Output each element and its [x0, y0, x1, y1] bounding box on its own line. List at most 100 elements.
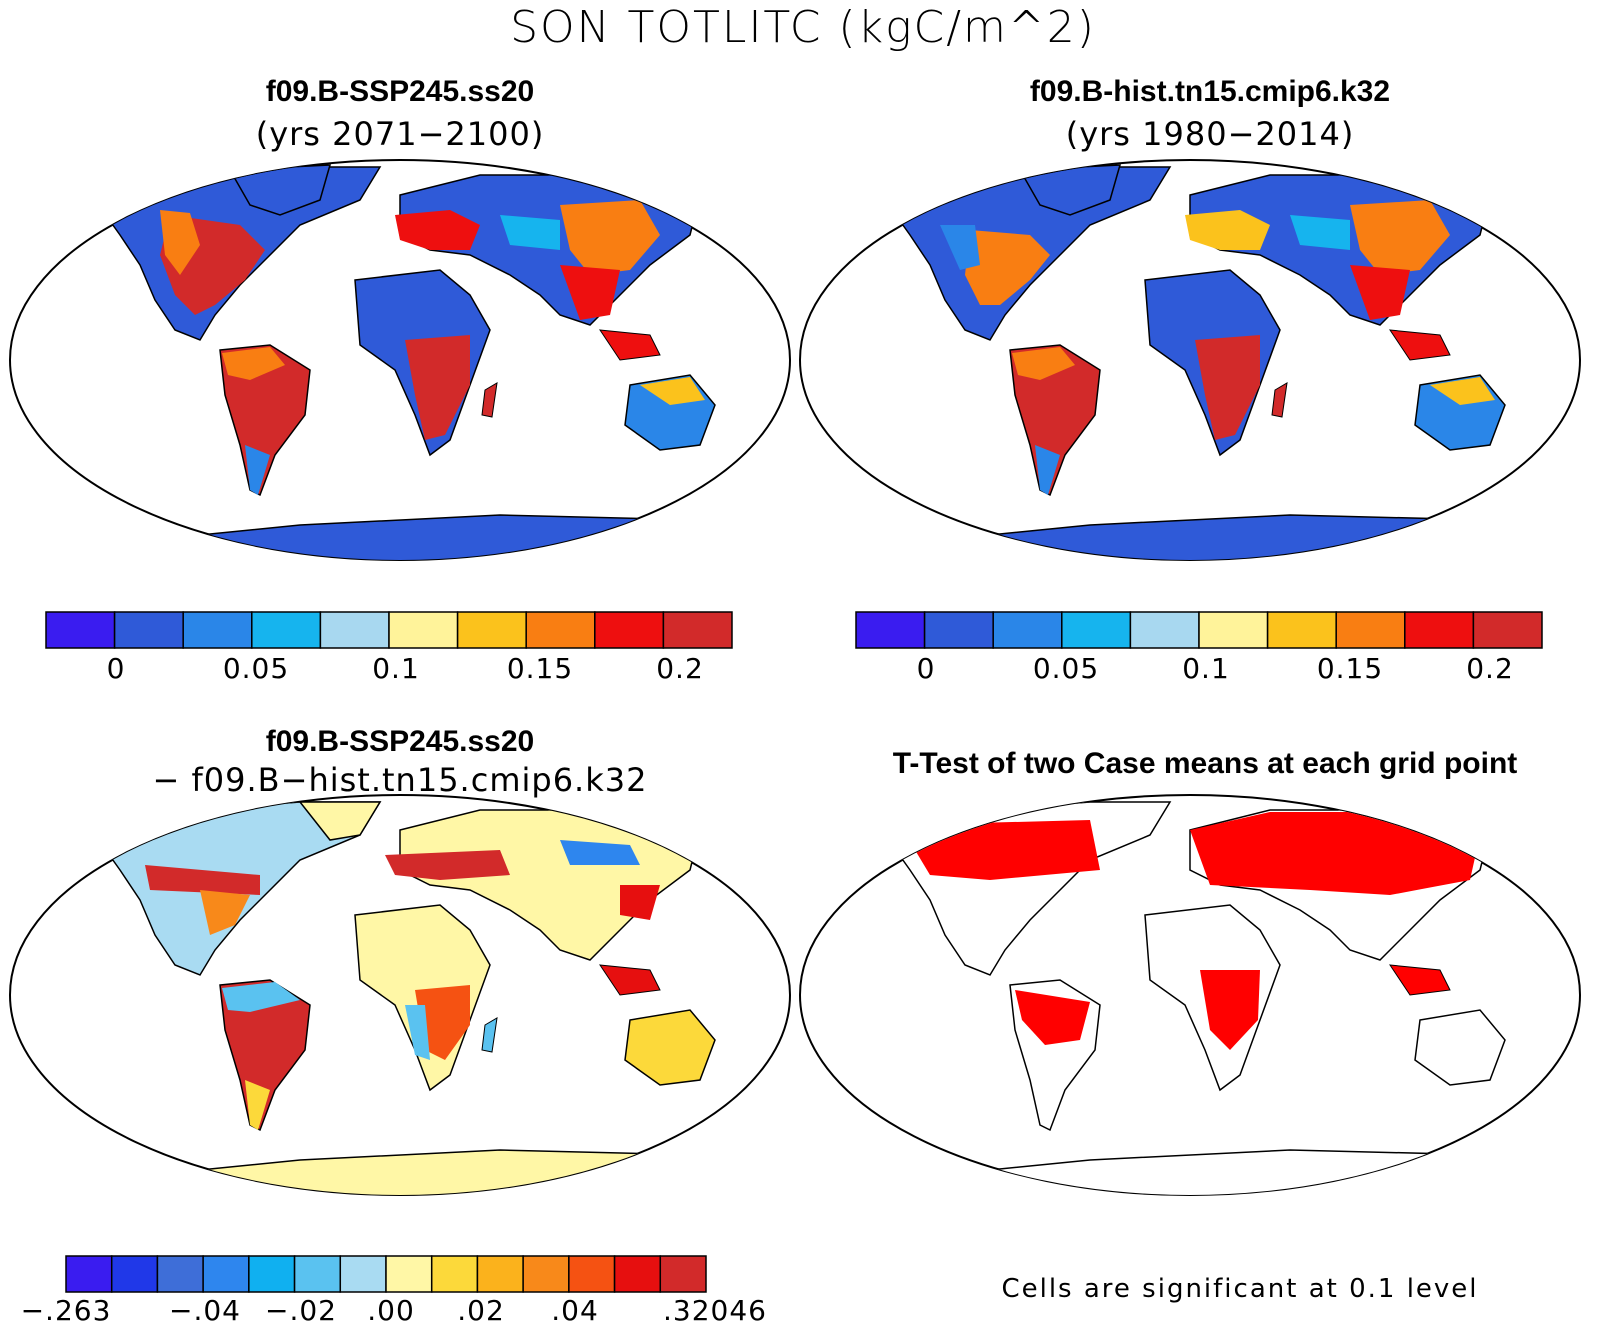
colorbar-swatch	[1335, 611, 1406, 649]
aus-north	[1430, 377, 1495, 405]
colorbar-swatch	[855, 611, 926, 649]
colorbar-swatch	[923, 611, 994, 649]
map-top-right	[799, 159, 1581, 561]
sa-south	[245, 445, 270, 495]
asia-south	[560, 265, 620, 320]
europe	[395, 210, 480, 250]
se-asia	[598, 964, 661, 996]
colorbar-swatch	[182, 611, 253, 649]
sa-north	[1012, 347, 1075, 380]
colorbar-swatch	[525, 611, 596, 649]
colorbar-swatch	[1061, 611, 1132, 649]
cb-tl-label: 0.15	[506, 652, 574, 685]
greenland	[298, 801, 382, 841]
south-america	[219, 979, 311, 1132]
asia-east-red	[620, 885, 660, 920]
aus-north	[640, 377, 705, 405]
colorbar-swatch	[248, 1255, 296, 1293]
panel-bl-title: f09.B-SSP245.ss20	[265, 725, 535, 758]
colorbar-swatch	[65, 1255, 113, 1293]
africa-significant	[1200, 970, 1260, 1050]
africa-central	[405, 335, 470, 440]
madagascar	[481, 1017, 498, 1053]
se-asia	[598, 329, 661, 361]
colorbar-swatch	[45, 611, 116, 649]
colorbar-swatch	[613, 1255, 662, 1293]
colorbar-swatch	[659, 1255, 707, 1293]
cb-tr-label: 0.1	[1182, 652, 1230, 685]
se-asia	[1388, 964, 1451, 996]
colorbar-swatch	[476, 1255, 524, 1293]
panel-tr-title: f09.B-hist.tn15.cmip6.k32	[1029, 75, 1391, 108]
panel-tl-subtitle: (yrs 2071−2100)	[255, 115, 545, 153]
europe	[1185, 210, 1270, 250]
colorbar-swatch	[594, 611, 665, 649]
colorbar-swatch	[385, 1255, 433, 1293]
map-bottom-right	[799, 794, 1581, 1196]
colorbar-swatch	[1129, 611, 1200, 649]
na-west	[940, 225, 980, 270]
greenland	[228, 164, 332, 216]
cb-diff-label: −.263	[20, 1294, 112, 1327]
panel-br-title: T-Test of two Case means at each grid po…	[892, 747, 1518, 780]
colorbar-swatch	[568, 1255, 616, 1293]
cb-diff-label: .02	[457, 1294, 505, 1327]
europe-band	[385, 850, 510, 880]
madagascar	[481, 382, 498, 418]
cb-diff-label: −.04	[169, 1294, 241, 1327]
na-east	[200, 890, 250, 935]
australia	[624, 1009, 716, 1086]
asia-east	[560, 200, 660, 275]
cb-tr-label: 0.05	[1032, 652, 1100, 685]
cb-diff-label: .00	[367, 1294, 415, 1327]
colorbar-swatch	[319, 611, 390, 649]
colorbar-swatch	[339, 1255, 387, 1293]
colorbar-swatch	[1198, 611, 1269, 649]
africa-west	[405, 1005, 430, 1060]
cb-tr-label: 0.15	[1316, 652, 1384, 685]
panel-tl-title: f09.B-SSP245.ss20	[265, 75, 535, 108]
colorbar-swatch	[456, 611, 527, 649]
madagascar	[1271, 382, 1288, 418]
asia-east	[1350, 200, 1450, 275]
na-band	[145, 865, 260, 895]
colorbar-swatch	[388, 611, 459, 649]
colorbar-swatch	[662, 611, 733, 649]
colorbar-swatch	[522, 1255, 570, 1293]
cb-tl-label: 0.05	[222, 652, 290, 685]
cb-diff-label: −.02	[265, 1294, 337, 1327]
greenland	[1018, 164, 1122, 216]
cb-tr-label: 0.2	[1466, 652, 1514, 685]
na-east	[965, 230, 1050, 305]
cb-tl-label: 0	[106, 652, 126, 685]
colorbar-swatch	[293, 1255, 342, 1293]
asia-band	[500, 215, 560, 250]
panel-tr-subtitle: (yrs 1980−2014)	[1065, 115, 1355, 153]
colorbar-swatch	[430, 1255, 479, 1293]
colorbar-swatch	[110, 1255, 159, 1293]
colorbar-swatch	[1404, 611, 1475, 649]
colorbar-swatch	[202, 1255, 250, 1293]
sa-north	[222, 347, 285, 380]
colorbar-swatch	[1472, 611, 1543, 649]
eurasia-significant	[1190, 812, 1480, 895]
cb-tr-label: 0	[916, 652, 936, 685]
colorbar-top-right	[855, 611, 1543, 649]
colorbar-swatch	[1266, 611, 1337, 649]
cb-tl-label: 0.1	[372, 652, 420, 685]
panel-bl-subtitle: − f09.B−hist.tn15.cmip6.k32	[152, 761, 648, 799]
asia-south	[1350, 265, 1410, 320]
map-bottom-left	[9, 794, 791, 1196]
cb-tl-label: 0.2	[656, 652, 704, 685]
colorbar-top-left	[45, 611, 733, 649]
sa-south	[1035, 445, 1060, 495]
colorbar-swatch	[156, 1255, 204, 1293]
africa-central	[415, 985, 470, 1060]
colorbar-swatch	[992, 611, 1063, 649]
sa-south	[245, 1080, 270, 1130]
sa-north	[222, 982, 300, 1012]
significance-note: Cells are significant at 0.1 level	[1001, 1274, 1479, 1304]
asia-blue	[560, 840, 640, 865]
se-asia	[1388, 329, 1451, 361]
cb-diff-label: .04	[551, 1294, 599, 1327]
